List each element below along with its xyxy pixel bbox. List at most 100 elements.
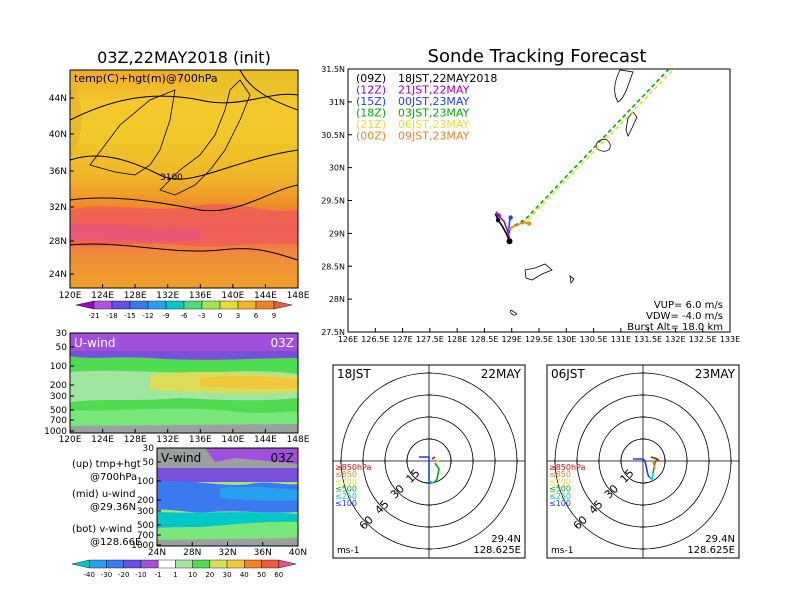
lon-tick-label: 148E xyxy=(287,291,310,301)
hodograph-trace xyxy=(431,456,436,460)
v-wind-lat-ticks: 24N 28N 32N 36N 40N xyxy=(148,542,307,558)
colorbar-swatch xyxy=(165,300,185,310)
wind-colorbar: -40 -30 -20 -10 -1 1 10 20 30 40 50 60 xyxy=(71,559,297,579)
hodograph-unit: ms-1 xyxy=(337,546,359,556)
colorbar-label: -30 xyxy=(101,571,112,579)
hodograph-date: 22MAY xyxy=(481,367,522,381)
pressure-level-label: ≤850 xyxy=(549,470,571,479)
p-tick-label: 50 xyxy=(143,458,155,468)
colorbar-swatch xyxy=(106,559,124,569)
hodograph-trace xyxy=(652,458,658,474)
note-line-2: @29.36N xyxy=(90,502,136,513)
colorbar-swatch xyxy=(278,559,297,569)
legend-label: 21JST,22MAY xyxy=(398,84,470,97)
legend-code: (09Z) xyxy=(356,72,386,85)
track-endpoint xyxy=(526,221,532,226)
lat-tick-label: 40N xyxy=(289,548,307,558)
colorbar-label: -12 xyxy=(142,312,153,320)
map-label: temp(C)+hgt(m)@700hPa xyxy=(74,72,218,85)
hodograph-trace xyxy=(648,472,654,481)
temp-map xyxy=(70,70,298,288)
pressure-level-label: ≤850 xyxy=(335,470,357,479)
track-line xyxy=(508,69,671,232)
legend-label: 00JST,23MAY xyxy=(398,95,470,108)
p-tick-label: 700 xyxy=(50,416,67,426)
lon-tick-label: 128.5E xyxy=(470,335,498,344)
colorbar-label: 40 xyxy=(240,571,249,579)
legend-label: 09JST,23MAY xyxy=(398,130,470,143)
p-tick-label: 1000 xyxy=(131,541,154,551)
lon-tick-label: 132E xyxy=(156,435,179,445)
p-tick-label: 300 xyxy=(137,507,154,517)
lon-tick-label: 136E xyxy=(189,291,212,301)
track-line xyxy=(494,213,511,242)
track-endpoint xyxy=(496,213,501,218)
colorbar-swatch xyxy=(244,559,262,569)
p-tick-label: 200 xyxy=(137,496,154,506)
track-endpoint xyxy=(495,218,501,223)
lon-tick-label: 129E xyxy=(502,335,522,344)
colorbar-label: 50 xyxy=(257,571,266,579)
hodograph-trace xyxy=(633,458,652,480)
colorbar-swatch xyxy=(140,559,159,569)
lon-tick-label: 144E xyxy=(254,291,277,301)
pressure-level-label: ≤100 xyxy=(335,499,357,508)
colorbar-swatch xyxy=(226,559,245,569)
colorbar-label: -6 xyxy=(181,312,189,320)
colorbar-swatch xyxy=(93,300,113,310)
hodograph-trace xyxy=(650,456,660,462)
hodograph-trace xyxy=(434,459,440,464)
lon-tick-label: 124E xyxy=(91,435,114,445)
colorbar-swatch xyxy=(157,559,176,569)
lon-tick-label: 128E xyxy=(447,335,467,344)
lat-tick-label: 31.5N xyxy=(321,65,345,74)
colorbar-label: 1 xyxy=(173,571,177,579)
lon-tick-label: 140E xyxy=(221,435,244,445)
colorbar-swatch xyxy=(71,559,90,569)
legend-code: (00Z) xyxy=(356,130,386,143)
lat-tick-label: 24N xyxy=(148,548,166,558)
p-tick-label: 500 xyxy=(50,406,67,416)
note-line-2: @128.66E xyxy=(90,537,141,548)
colorbar-label: -20 xyxy=(118,571,129,579)
lat-tick-label: 40N xyxy=(49,130,67,140)
p-tick-label: 100 xyxy=(137,477,154,487)
lat-tick-label: 31N xyxy=(329,98,345,107)
u-wind-panel xyxy=(70,333,298,433)
v-wind-label: V-wind xyxy=(161,451,201,465)
colorbar-swatch xyxy=(237,300,257,310)
colorbar-label: 20 xyxy=(205,571,214,579)
legend-code: (18Z) xyxy=(356,107,386,120)
lat-tick-label: 30N xyxy=(329,164,345,173)
lon-tick-label: 133E xyxy=(720,335,740,344)
lat-tick-label: 28N xyxy=(183,548,201,558)
temp-colorbar: -21 -18 -15 -12 -9 -6 -3 0 3 6 9 xyxy=(75,300,293,320)
lat-tick-label: 30.5N xyxy=(321,131,345,140)
p-tick-label: 300 xyxy=(50,392,67,402)
colorbar-swatch xyxy=(261,559,279,569)
colorbar-swatch xyxy=(273,300,293,310)
colorbar-swatch xyxy=(201,300,221,310)
lat-tick-label: 36N xyxy=(254,548,272,558)
p-tick-label: 100 xyxy=(50,362,67,372)
tracking-title: Sonde Tracking Forecast xyxy=(428,46,647,67)
p-tick-label: 700 xyxy=(137,531,154,541)
note-line-1: (bot) v-wind xyxy=(72,524,132,535)
p-tick-label: 1000 xyxy=(44,427,67,437)
legend-label: 06JST,23MAY xyxy=(398,118,470,131)
v-wind-panel xyxy=(157,448,298,546)
colorbar-swatch xyxy=(209,559,228,569)
colorbar-label: 9 xyxy=(272,312,276,320)
tracking-map xyxy=(347,68,731,333)
lon-tick-label: 128E xyxy=(124,435,147,445)
colorbar-swatch xyxy=(89,559,107,569)
hodograph-lat: 29.4N xyxy=(705,534,735,545)
lon-tick-label: 126.5E xyxy=(361,335,389,344)
lon-tick-label: 130.5E xyxy=(580,335,608,344)
lon-tick-label: 127E xyxy=(392,335,412,344)
p-tick-label: 500 xyxy=(137,521,154,531)
tracking-lat-ticks: 31.5N 31N 30.5N 30N 29.5N 29N 28.5N 28N 27.5N xyxy=(321,65,352,337)
lon-tick-label: 120E xyxy=(59,291,82,301)
tracking-legend: (09Z) 18JST,22MAY2018 (12Z) 21JST,22MAY (15Z… xyxy=(356,72,497,143)
